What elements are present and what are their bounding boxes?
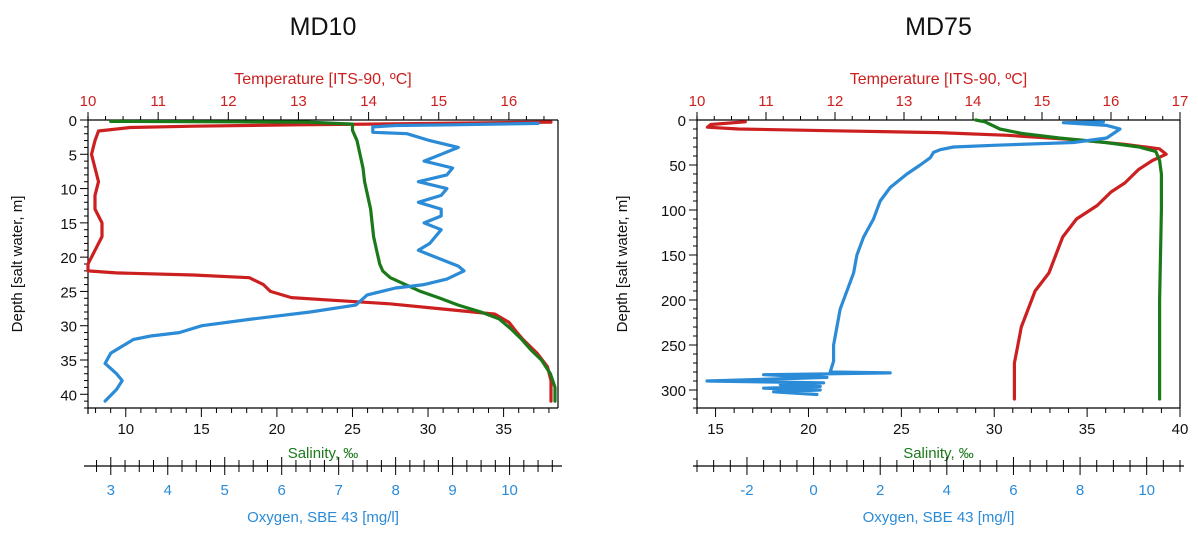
salinity-tick-label: 35	[495, 421, 512, 438]
depth-tick-label: 50	[669, 158, 686, 175]
temperature-tick-label: 10	[689, 93, 706, 110]
oxygen-tick-label: -2	[740, 482, 753, 499]
temperature-tick-label: 14	[360, 93, 377, 110]
salinity-tick-label: 25	[344, 421, 361, 438]
salinity-tick-label: 40	[1172, 421, 1189, 438]
oxygen-tick-label: 2	[876, 482, 884, 499]
temperature-profile-line	[86, 120, 553, 403]
temperature-tick-label: 14	[965, 93, 982, 110]
temperature-tick-label: 13	[896, 93, 913, 110]
salinity-tick-label: 20	[269, 421, 286, 438]
temperature-tick-label: 16	[501, 93, 518, 110]
salinity-tick-label: 35	[1079, 421, 1096, 438]
salinity-tick-label: 10	[117, 421, 134, 438]
temperature-tick-label: 16	[1103, 93, 1120, 110]
oxygen-tick-label: 3	[107, 482, 115, 499]
temperature-tick-label: 10	[80, 93, 97, 110]
oxygen-tick-label: 10	[1138, 482, 1155, 499]
temperature-tick-label: 17	[1172, 93, 1189, 110]
temperature-profile-line	[705, 120, 1168, 401]
oxygen-tick-label: 10	[501, 482, 518, 499]
temperature-tick-label: 15	[1034, 93, 1051, 110]
depth-tick-label: 200	[661, 293, 686, 310]
oxygen-tick-label: 6	[1009, 482, 1017, 499]
salinity-tick-label: 30	[986, 421, 1003, 438]
oxygen-tick-label: 4	[164, 482, 172, 499]
depth-tick-label: 25	[60, 284, 77, 301]
temperature-tick-label: 13	[290, 93, 307, 110]
depth-tick-label: 35	[60, 353, 77, 370]
oxygen-tick-label: 5	[221, 482, 229, 499]
oxygen-tick-label: 4	[943, 482, 951, 499]
depth-tick-label: 300	[661, 383, 686, 400]
depth-tick-label: 0	[69, 113, 77, 130]
depth-tick-label: 10	[60, 182, 77, 199]
depth-tick-label: 100	[661, 203, 686, 220]
oxygen-axis-label: Oxygen, SBE 43 [mg/l]	[863, 509, 1015, 526]
salinity-profile-line	[974, 118, 1164, 401]
temperature-tick-label: 11	[150, 93, 166, 110]
salinity-tick-label: 15	[193, 421, 210, 438]
oxygen-tick-label: 0	[809, 482, 817, 499]
salinity-tick-label: 15	[707, 421, 724, 438]
oxygen-tick-label: 7	[334, 482, 342, 499]
temperature-tick-label: 12	[827, 93, 844, 110]
depth-axis-label: Depth [salt water, m]	[9, 196, 26, 333]
salinity-tick-label: 25	[893, 421, 910, 438]
salinity-tick-label: 20	[800, 421, 817, 438]
oxygen-profile-line	[103, 121, 540, 403]
salinity-axis-label: Salinity, ‰	[903, 445, 974, 462]
depth-tick-label: 20	[60, 250, 77, 267]
temperature-tick-label: 15	[430, 93, 447, 110]
oxygen-tick-label: 9	[448, 482, 456, 499]
temperature-axis-label: Temperature [ITS-90, ºC]	[850, 71, 1027, 88]
salinity-tick-label: 30	[420, 421, 437, 438]
depth-tick-label: 40	[60, 387, 77, 404]
temperature-axis-label: Temperature [ITS-90, ºC]	[234, 71, 411, 88]
depth-tick-label: 150	[661, 248, 686, 265]
depth-tick-label: 30	[60, 319, 77, 336]
chart-title: MD75	[905, 13, 972, 41]
oxygen-axis-label: Oxygen, SBE 43 [mg/l]	[247, 509, 399, 526]
depth-tick-label: 0	[678, 113, 686, 130]
oxygen-tick-label: 8	[1076, 482, 1084, 499]
oxygen-tick-label: 6	[278, 482, 286, 499]
chart-title: MD10	[290, 13, 357, 41]
depth-tick-label: 15	[60, 216, 77, 233]
temperature-tick-label: 11	[758, 93, 774, 110]
depth-tick-label: 250	[661, 338, 686, 355]
temperature-tick-label: 12	[220, 93, 237, 110]
salinity-profile-line	[109, 119, 557, 403]
oxygen-profile-line	[705, 120, 1122, 397]
oxygen-tick-label: 8	[391, 482, 399, 499]
salinity-axis-label: Salinity, ‰	[288, 445, 359, 462]
depth-axis-label: Depth [salt water, m]	[614, 196, 631, 333]
depth-tick-label: 5	[69, 147, 77, 164]
